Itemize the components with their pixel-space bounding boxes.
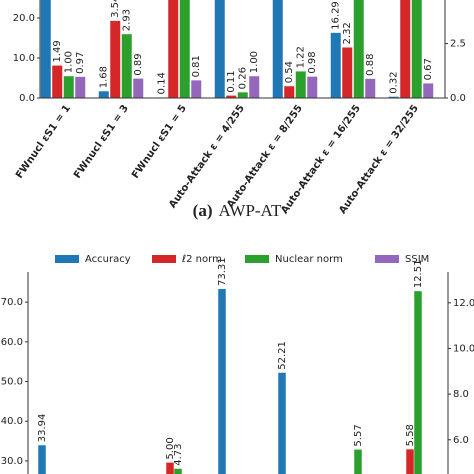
value-label: 0.11: [226, 70, 237, 92]
value-label: 1.22: [296, 46, 307, 68]
bar: [414, 291, 422, 474]
y-tick-label: 40.0: [1, 416, 23, 427]
plot-area: [40, 0, 434, 98]
bar: [237, 92, 248, 98]
x-tick-label: FWnucl εS1 = 3: [72, 103, 131, 181]
legend-label: SSIM: [405, 254, 429, 265]
bar: [342, 47, 353, 98]
bar: [38, 445, 46, 474]
bar: [214, 0, 225, 98]
bar: [330, 32, 341, 98]
value-label: 0.67: [423, 58, 434, 80]
legend-swatch: [55, 255, 79, 263]
value-label: 5.57: [353, 424, 364, 446]
bar: [353, 0, 364, 98]
value-label: 4.73: [173, 443, 184, 465]
value-label: 2.93: [122, 9, 133, 31]
legend-swatch: [152, 255, 176, 263]
y-tick-label: 10.0: [13, 53, 35, 64]
legend-label: Accuracy: [85, 254, 131, 265]
bar: [63, 76, 74, 98]
value-label: 1.00: [249, 51, 260, 73]
bar: [191, 80, 202, 98]
bar: [307, 76, 318, 98]
value-label: 0.98: [307, 51, 318, 73]
value-label: 0.26: [238, 67, 249, 89]
y-tick-label: 30.0: [1, 456, 23, 467]
x-tick-label: FWnucl εS1 = 5: [130, 103, 189, 181]
bar: [174, 468, 182, 474]
bar: [52, 65, 63, 98]
value-label: 1.00: [64, 51, 75, 73]
legend-label: ℓ2 norm: [182, 254, 222, 265]
value-label: 0.32: [389, 71, 400, 93]
value-label: 0.97: [75, 52, 86, 74]
bar: [272, 0, 283, 98]
y2-tick-label: 10.0: [453, 343, 474, 354]
value-label: 3.54: [110, 0, 121, 18]
plot-area: [38, 289, 422, 474]
bar: [400, 0, 411, 98]
value-label: 0.81: [191, 55, 202, 77]
bar: [133, 78, 144, 98]
y2-tick-label: 12.0: [453, 298, 474, 309]
value-label: 1.49: [52, 40, 63, 62]
value-label: 5.00: [165, 437, 176, 459]
y2-tick-label: 8.0: [453, 389, 469, 400]
legend-swatch: [375, 255, 399, 263]
value-label: 0.89: [133, 53, 144, 75]
legend-label: Nuclear norm: [275, 254, 343, 265]
bar: [411, 0, 422, 98]
caption-text: AWP-AT: [218, 201, 281, 220]
y-tick-label: 20.0: [13, 13, 35, 24]
value-label: 1.68: [99, 66, 110, 88]
bar: [295, 71, 306, 98]
value-label: 5.58: [405, 424, 416, 446]
value-label: 52.21: [277, 341, 288, 370]
bar: [121, 34, 132, 98]
bar: [110, 20, 121, 98]
value-label: 0.54: [284, 61, 295, 83]
x-tick-label: FWnucl εS1 = 1: [14, 103, 73, 181]
bar: [218, 289, 226, 474]
y2-tick-label: 6.0: [453, 435, 469, 446]
value-label: 0.88: [365, 54, 376, 76]
y-tick-label: 50.0: [1, 377, 23, 388]
bar: [249, 76, 260, 98]
y-tick-label: 60.0: [1, 337, 23, 348]
caption-tag: (a): [193, 201, 213, 220]
bar: [226, 95, 237, 98]
bar: [423, 83, 434, 98]
bar: [40, 0, 51, 98]
value-label: 33.94: [37, 414, 48, 443]
legend-swatch: [245, 255, 269, 263]
bar: [166, 462, 174, 474]
value-label: 12.51: [413, 260, 424, 289]
bar: [98, 91, 109, 98]
bar: [278, 372, 286, 474]
bar: [406, 449, 414, 474]
bar: [365, 78, 376, 98]
bar: [354, 449, 362, 474]
y-tick-label: 70.0: [1, 297, 23, 308]
bar: [388, 96, 399, 98]
value-label: 2.32: [342, 22, 353, 44]
y-tick-label: 0.0: [19, 93, 35, 104]
y2-tick-label: 2.5: [450, 39, 466, 50]
value-label: 0.14: [157, 72, 168, 94]
value-label: 73.31: [217, 257, 228, 286]
bar: [168, 0, 179, 98]
y2-tick-label: 0.0: [450, 93, 466, 104]
bar: [179, 0, 190, 98]
caption: (a) AWP-AT: [193, 201, 282, 220]
bar: [75, 76, 86, 98]
bar: [284, 86, 295, 98]
value-label: 16.29: [331, 1, 342, 30]
